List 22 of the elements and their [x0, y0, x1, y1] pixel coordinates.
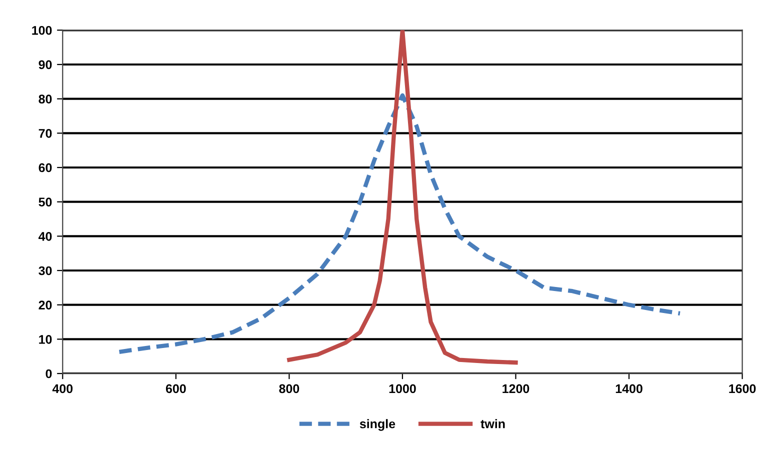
y-tick-label: 80: [38, 94, 52, 104]
x-tick-label: 1200: [502, 384, 530, 394]
line-series: [287, 30, 518, 365]
y-tick-label: 20: [38, 300, 52, 310]
y-tick-label: 30: [38, 266, 52, 276]
y-tick-label: 40: [38, 232, 52, 241]
y-tick-label: 0: [46, 369, 52, 378]
y-tick-label: 100: [32, 26, 52, 35]
line-series: [117, 93, 682, 354]
y-tick-label: 60: [38, 163, 52, 172]
legend-label: single: [360, 419, 396, 431]
y-tick-label: 50: [38, 198, 52, 206]
y-tick-label: 70: [38, 128, 52, 138]
x-tick-label: 800: [279, 384, 300, 394]
x-tick-label: 1400: [616, 384, 642, 394]
x-tick-label: 1000: [389, 384, 416, 394]
x-tick-label: 600: [166, 384, 186, 394]
x-tick-label: 1600: [729, 384, 756, 394]
y-tick-label: 10: [39, 334, 52, 344]
legend-label: twin: [480, 419, 505, 428]
y-tick-label: 90: [38, 60, 52, 70]
x-tick-label: 400: [52, 384, 73, 394]
